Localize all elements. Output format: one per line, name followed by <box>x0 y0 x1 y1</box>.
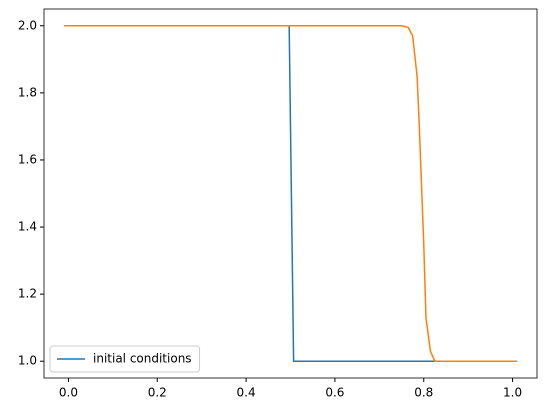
plot-frame <box>43 8 538 379</box>
x-tick-label: 0.4 <box>237 386 256 400</box>
legend-label: initial conditions <box>93 352 192 366</box>
y-tick-label: 1.8 <box>18 85 37 99</box>
y-tick-label: 2.0 <box>18 18 37 32</box>
x-tick-label: 0.0 <box>59 386 78 400</box>
line <box>63 25 518 362</box>
line <box>63 25 518 362</box>
y-tick-label: 1.2 <box>18 287 37 301</box>
x-tick-label: 1.0 <box>503 386 522 400</box>
y-tick-label: 1.4 <box>18 220 37 234</box>
y-tick-label: 1.0 <box>18 354 37 368</box>
x-tick-label: 0.6 <box>325 386 344 400</box>
y-tick-label: 1.6 <box>18 152 37 166</box>
legend-box <box>49 345 201 373</box>
x-tick-label: 0.2 <box>148 386 167 400</box>
x-tick-label: 0.8 <box>414 386 433 400</box>
